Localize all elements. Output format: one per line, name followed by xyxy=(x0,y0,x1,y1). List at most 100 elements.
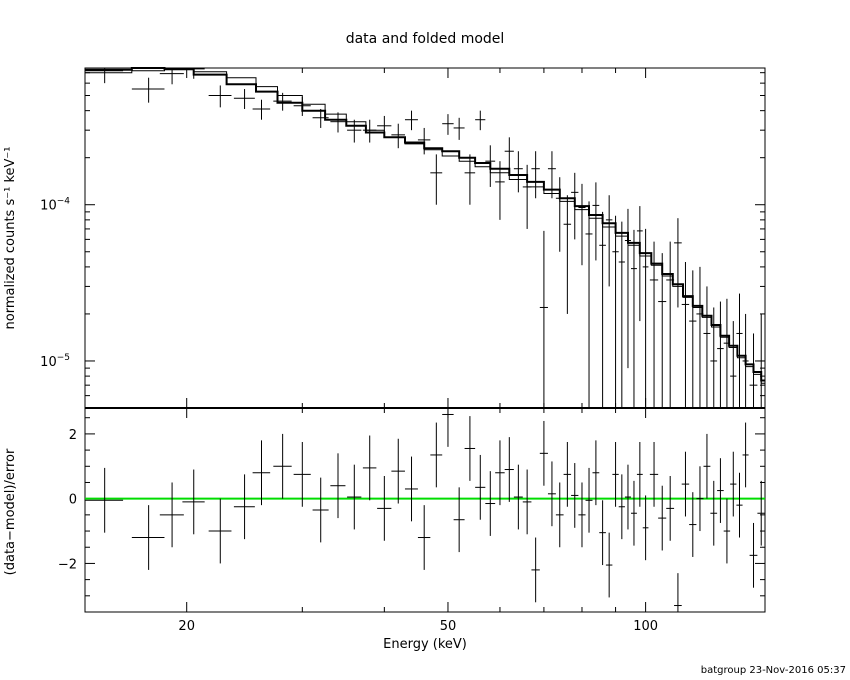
data-point xyxy=(513,151,523,193)
residual-point xyxy=(85,467,124,533)
data-point xyxy=(495,161,505,220)
data-point xyxy=(504,137,514,169)
residual-point xyxy=(430,422,443,488)
data-point xyxy=(312,108,329,128)
residual-point xyxy=(330,453,346,519)
residual-point xyxy=(757,480,765,546)
data-point xyxy=(404,110,418,131)
residual-point xyxy=(730,451,737,517)
residual-point xyxy=(742,422,749,488)
residual-point xyxy=(571,463,579,528)
data-point xyxy=(723,298,731,408)
data-point xyxy=(159,68,184,85)
residual-point xyxy=(273,433,292,499)
residuals-panel: 20 −2 20 50 100 (data−model)/error Energy (… xyxy=(3,407,766,652)
residual-point xyxy=(531,537,540,603)
residual-point xyxy=(689,492,697,557)
residual-point xyxy=(592,440,600,506)
y-tick-label: 10−4 xyxy=(40,197,70,214)
residual-point xyxy=(674,573,682,612)
data-point xyxy=(571,172,579,240)
residual-point xyxy=(312,477,329,543)
x-axis-label: Energy (keV) xyxy=(383,637,467,652)
data-point xyxy=(391,123,405,149)
data-point xyxy=(547,151,556,199)
residual-point xyxy=(736,472,743,538)
residual-point xyxy=(182,469,205,535)
data-point xyxy=(417,127,431,155)
data-point xyxy=(442,114,454,135)
residual-point xyxy=(475,454,486,520)
data-point xyxy=(630,229,637,408)
data-point xyxy=(592,182,600,261)
data-point xyxy=(666,241,675,408)
energy-x-tick-labels: 20 50 100 xyxy=(178,619,658,634)
data-point xyxy=(293,96,311,116)
data-point xyxy=(749,333,758,408)
residual-point xyxy=(347,464,362,530)
data-point xyxy=(430,154,443,205)
residuals-data-points xyxy=(85,408,765,612)
data-point xyxy=(642,228,649,408)
residual-point xyxy=(464,416,476,481)
residual-point xyxy=(513,464,523,530)
residual-point xyxy=(696,466,704,532)
residual-point xyxy=(131,505,165,570)
x-tick-label: 50 xyxy=(440,619,457,634)
residual-point xyxy=(208,498,232,564)
data-point xyxy=(658,253,667,408)
residual-point xyxy=(504,437,514,502)
y-tick-label: 10−5 xyxy=(40,353,70,370)
data-point xyxy=(696,266,704,408)
residual-point xyxy=(563,442,572,507)
data-point xyxy=(689,270,697,408)
residual-point xyxy=(710,480,718,546)
data-point xyxy=(555,177,564,252)
data-point xyxy=(674,218,682,308)
thin-model-step-line xyxy=(85,69,765,384)
residuals-frame xyxy=(84,407,766,613)
residual-point xyxy=(252,440,271,506)
residuals-y-tick-labels: 2 0 −2 xyxy=(58,428,77,573)
residual-point xyxy=(618,474,625,540)
residual-point xyxy=(642,495,649,561)
data-point xyxy=(522,164,532,229)
data-point xyxy=(208,85,232,108)
residual-point xyxy=(666,476,675,541)
residual-point xyxy=(377,476,392,541)
data-point xyxy=(131,77,165,103)
data-point xyxy=(736,293,743,408)
residual-point xyxy=(624,464,631,530)
data-point xyxy=(599,211,606,408)
residual-point xyxy=(453,487,465,553)
spectrum-axis-ticks xyxy=(85,68,765,408)
footer-timestamp: batgroup 23-Nov-2016 05:37 xyxy=(701,665,846,676)
residual-point xyxy=(630,480,637,546)
y-tick-label: 0 xyxy=(69,493,77,508)
data-point xyxy=(485,145,496,187)
data-point xyxy=(563,195,572,314)
data-point xyxy=(624,208,631,369)
spectrum-model-curves xyxy=(85,67,765,384)
data-point xyxy=(618,221,625,408)
residual-point xyxy=(703,433,711,499)
thick-model-step-line xyxy=(85,67,765,382)
data-point xyxy=(681,261,690,408)
residual-point xyxy=(495,440,505,506)
data-point xyxy=(730,321,737,408)
residual-point xyxy=(681,451,690,517)
spectrum-data-points xyxy=(85,68,765,408)
residuals-y-axis-label: (data−model)/error xyxy=(3,448,18,575)
x-tick-label: 20 xyxy=(178,619,195,634)
data-point xyxy=(636,206,643,322)
residual-point xyxy=(442,408,454,447)
data-point xyxy=(612,215,619,408)
data-point xyxy=(710,307,718,408)
chart-title: data and folded model xyxy=(346,31,505,47)
data-point xyxy=(362,119,377,143)
y-tick-label: −2 xyxy=(58,557,77,572)
residual-point xyxy=(159,482,184,548)
x-tick-label: 100 xyxy=(633,619,658,634)
data-point xyxy=(347,119,362,143)
residuals-axis-ticks xyxy=(85,408,765,612)
